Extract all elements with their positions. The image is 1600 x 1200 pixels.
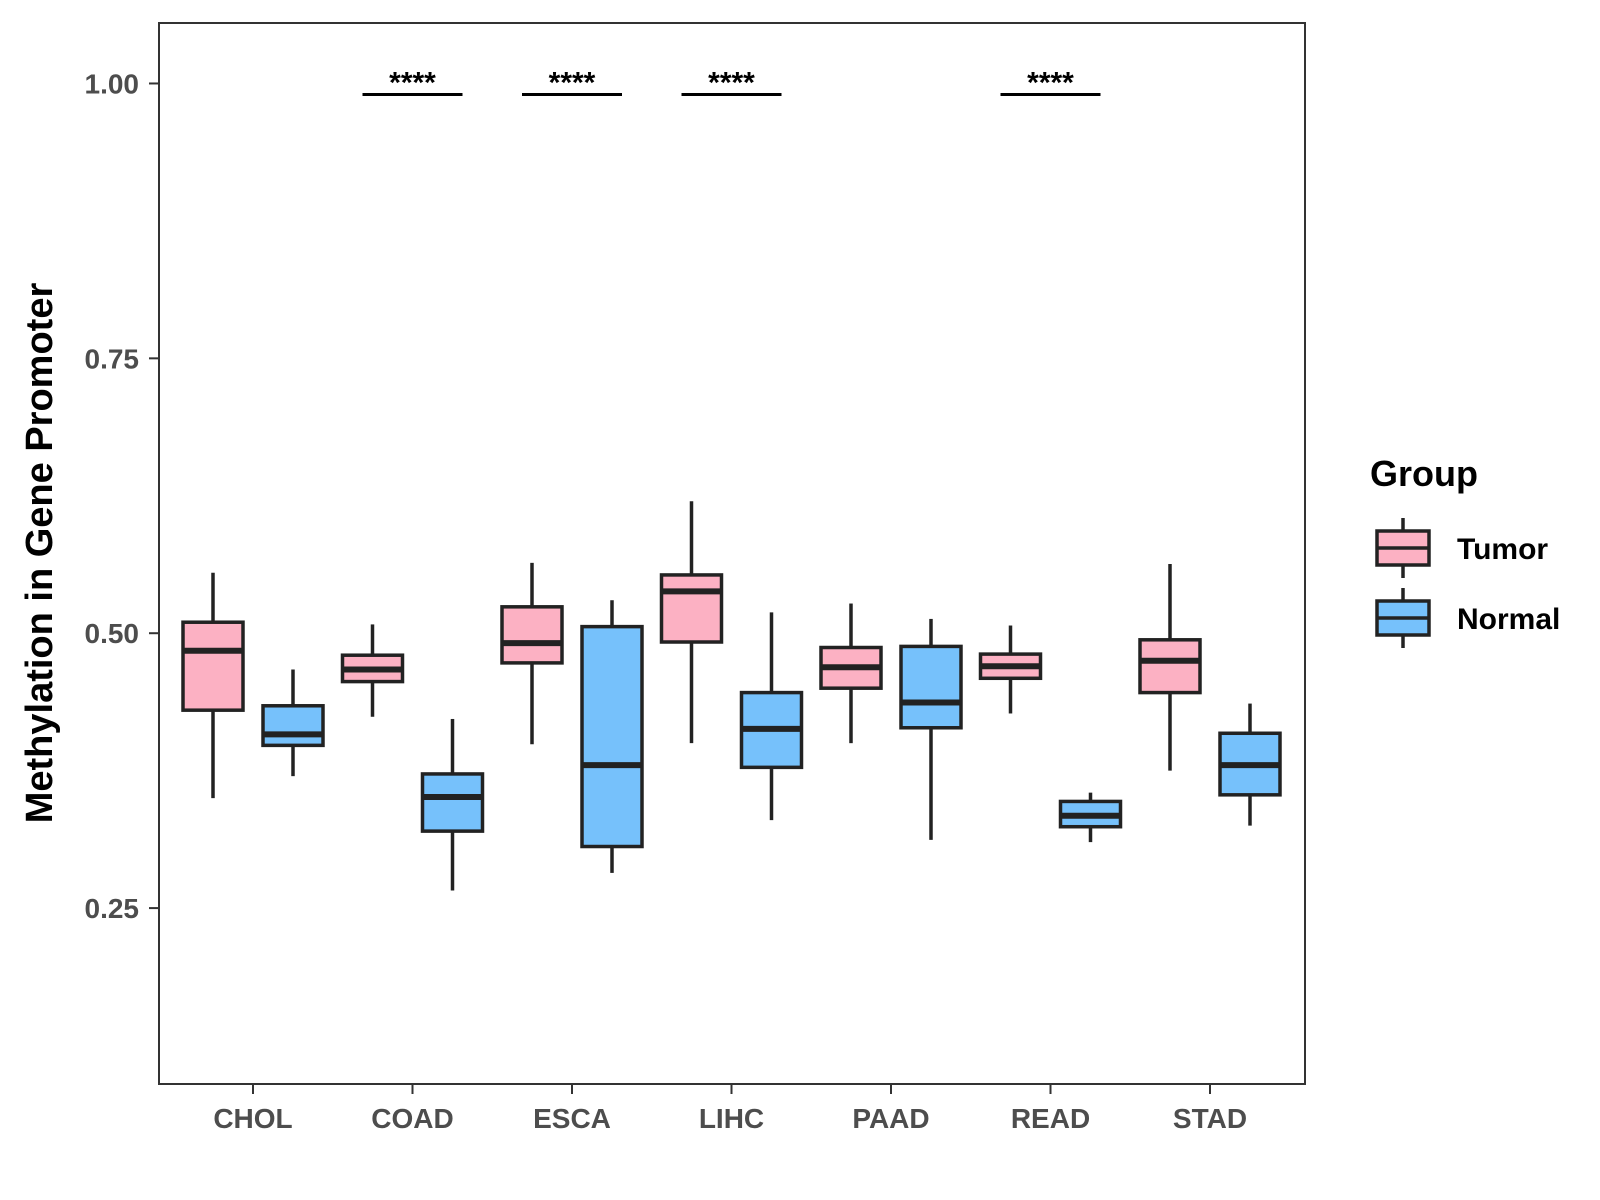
box-tumor-esca [500,562,564,745]
legend-label: Tumor [1457,533,1548,566]
y-tick-label: 0.75 [85,343,140,374]
y-tick-label: 1.00 [85,68,140,99]
significance-label: **** [1027,66,1074,99]
iqr-box [261,704,325,748]
y-tick-label: 0.50 [85,618,140,649]
box-tumor-lihc [659,501,724,744]
boxes-layer [181,501,1282,891]
iqr-box [1138,638,1202,695]
legend-title: Group [1370,453,1478,494]
box-tumor-stad [1138,563,1202,771]
iqr-box [420,772,485,833]
y-axis-title: Methylation in Gene Promoter [19,283,61,824]
box-normal-lihc [739,612,804,821]
significance-label: **** [389,66,436,99]
x-tick-label-chol: CHOL [213,1103,292,1134]
box-tumor-paad [819,603,883,744]
box-tumor-chol [181,572,245,799]
iqr-box [899,644,963,730]
x-tick-label-read: READ [1011,1103,1090,1134]
iqr-box [580,624,644,849]
box-tumor-read [978,625,1043,714]
x-tick-label-coad: COAD [371,1103,453,1134]
legend: Group Tumor Normal [1370,453,1560,648]
box-tumor-coad [340,624,405,717]
box-normal-chol [261,669,325,777]
box-normal-esca [580,600,644,873]
legend-label: Normal [1457,603,1560,636]
box-normal-stad [1218,703,1282,826]
significance-label: **** [708,66,755,99]
significance-label: **** [549,66,596,99]
x-axis: CHOL COAD ESCA LIHC PAAD READ STAD [213,1084,1247,1134]
box-normal-read [1058,792,1123,843]
legend-item-tumor: Tumor [1375,518,1548,578]
significance-layer: **** **** **** **** [362,66,1101,99]
x-tick-label-esca: ESCA [533,1103,611,1134]
box-normal-coad [420,718,485,891]
y-axis: 0.25 0.50 0.75 1.00 [85,68,159,924]
box-normal-paad [899,618,963,840]
x-tick-label-lihc: LIHC [699,1103,764,1134]
y-tick-label: 0.25 [85,893,140,924]
iqr-box [181,620,245,712]
plot-panel-border [158,22,1306,1085]
iqr-box [659,573,724,644]
x-tick-label-paad: PAAD [852,1103,929,1134]
legend-item-normal: Normal [1375,588,1560,648]
x-tick-label-stad: STAD [1173,1103,1247,1134]
iqr-box [500,605,564,665]
